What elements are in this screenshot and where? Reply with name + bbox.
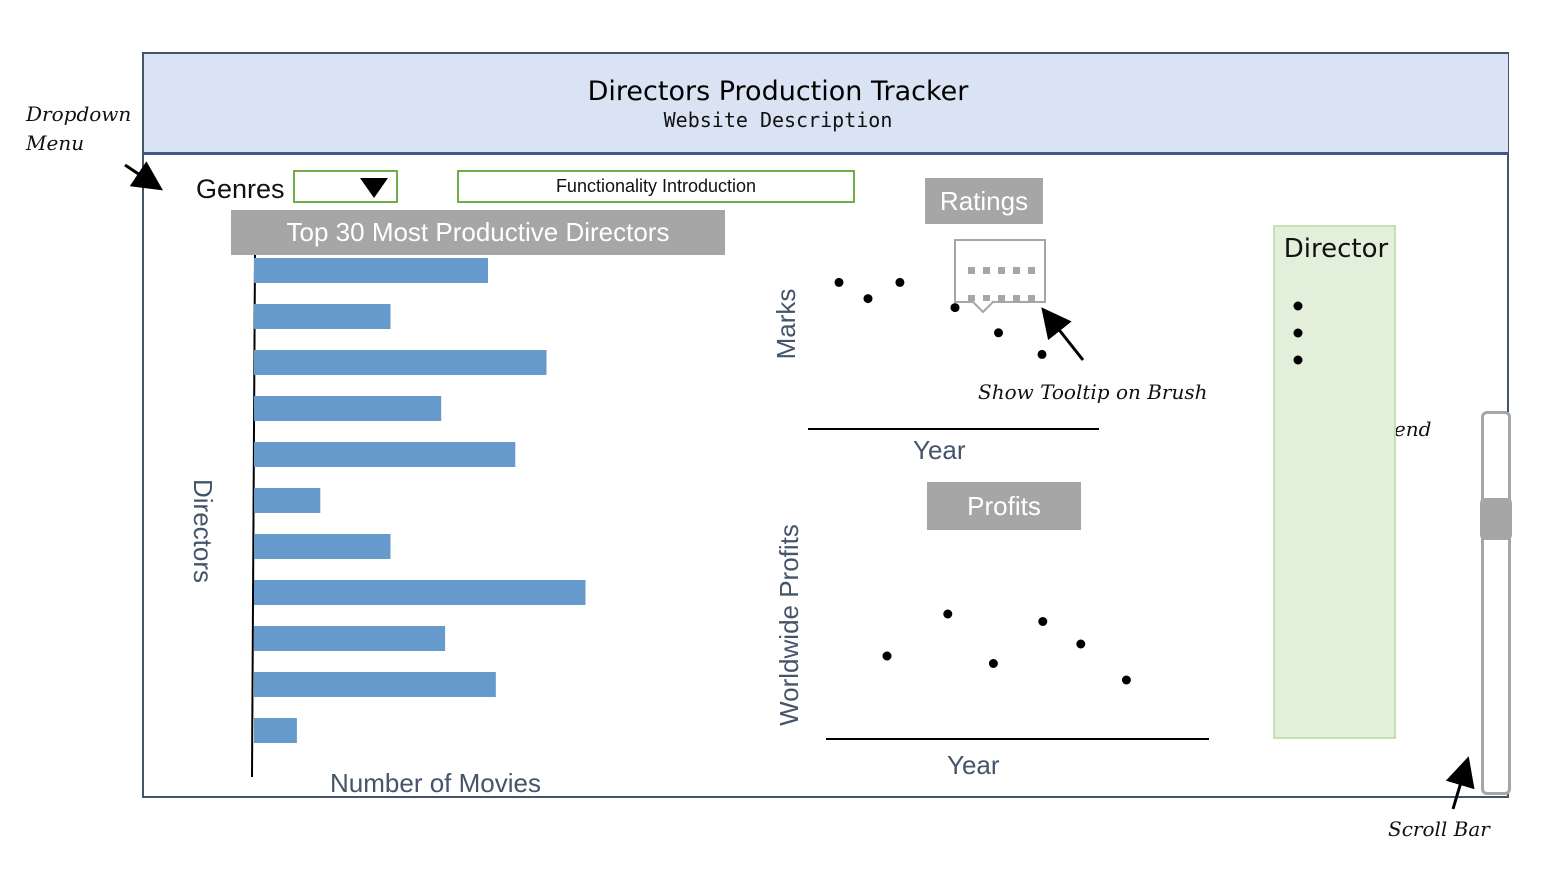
bar[interactable] — [254, 626, 446, 651]
chevron-down-icon — [360, 178, 388, 198]
legend-item[interactable] — [1293, 355, 1303, 365]
bar[interactable] — [254, 672, 496, 697]
profits-chart — [826, 609, 1209, 740]
page-description: Website Description — [663, 108, 893, 132]
scatter-point[interactable] — [1121, 675, 1131, 685]
bar-chart — [251, 254, 586, 778]
bar[interactable] — [254, 258, 488, 283]
scatter-point[interactable] — [863, 294, 873, 304]
bar[interactable] — [254, 304, 391, 329]
arrow-scroll-bar — [1445, 756, 1475, 810]
ratings-tooltip — [954, 239, 1046, 303]
bar[interactable] — [254, 442, 516, 467]
page-title: Directors Production Tracker — [587, 76, 969, 107]
bar[interactable] — [254, 396, 442, 421]
legend-item[interactable] — [1293, 301, 1303, 311]
bar-chart-title: Top 30 Most Productive Directors — [231, 210, 725, 255]
genres-label: Genres — [196, 174, 285, 204]
scatter-point[interactable] — [950, 303, 960, 313]
profits-chart-xlabel: Year — [947, 750, 1000, 780]
scatter-point[interactable] — [994, 328, 1003, 338]
legend-items — [1293, 301, 1303, 365]
scrollbar-track[interactable] — [1481, 411, 1511, 795]
profits-chart-title: Profits — [927, 482, 1081, 530]
annotation-tooltip: Show Tooltip on Brush — [978, 380, 1208, 404]
legend-title: Director — [1283, 234, 1389, 264]
ratings-chart-xlabel: Year — [913, 435, 966, 465]
page-header — [144, 54, 1508, 155]
annotation-dropdown-line1: Dropdown — [26, 102, 132, 126]
profits-chart-ylabel: Worldwide Profits — [774, 524, 804, 726]
bar[interactable] — [254, 350, 547, 375]
bar[interactable] — [254, 534, 391, 559]
genres-dropdown[interactable] — [293, 170, 398, 203]
director-legend-panel — [1273, 225, 1396, 739]
scatter-point[interactable] — [834, 277, 844, 287]
annotation-dropdown-line2: Menu — [26, 131, 85, 155]
scatter-point[interactable] — [895, 277, 905, 287]
ratings-chart — [808, 277, 1099, 430]
arrow-tooltip — [1041, 307, 1085, 361]
tooltip-pointer — [971, 300, 995, 314]
legend-item[interactable] — [1293, 328, 1303, 338]
ratings-chart-title: Ratings — [925, 178, 1043, 224]
bar-chart-ylabel: Directors — [188, 478, 218, 583]
functionality-introduction-button[interactable]: Functionality Introduction — [457, 170, 855, 203]
scatter-point[interactable] — [1037, 349, 1047, 359]
bar-chart-axis — [251, 254, 256, 778]
scatter-point[interactable] — [1076, 639, 1086, 649]
scatter-point[interactable] — [882, 651, 892, 661]
scatter-point[interactable] — [1038, 617, 1048, 626]
arrow-dropdown — [124, 161, 163, 191]
scatter-point[interactable] — [943, 609, 953, 619]
scrollbar-thumb[interactable] — [1480, 498, 1512, 540]
bar-chart-xlabel: Number of Movies — [330, 768, 541, 798]
bar[interactable] — [254, 488, 321, 513]
bar[interactable] — [254, 580, 586, 605]
scatter-point[interactable] — [988, 659, 998, 668]
bar[interactable] — [254, 718, 297, 743]
annotation-scroll-bar: Scroll Bar — [1388, 817, 1490, 841]
